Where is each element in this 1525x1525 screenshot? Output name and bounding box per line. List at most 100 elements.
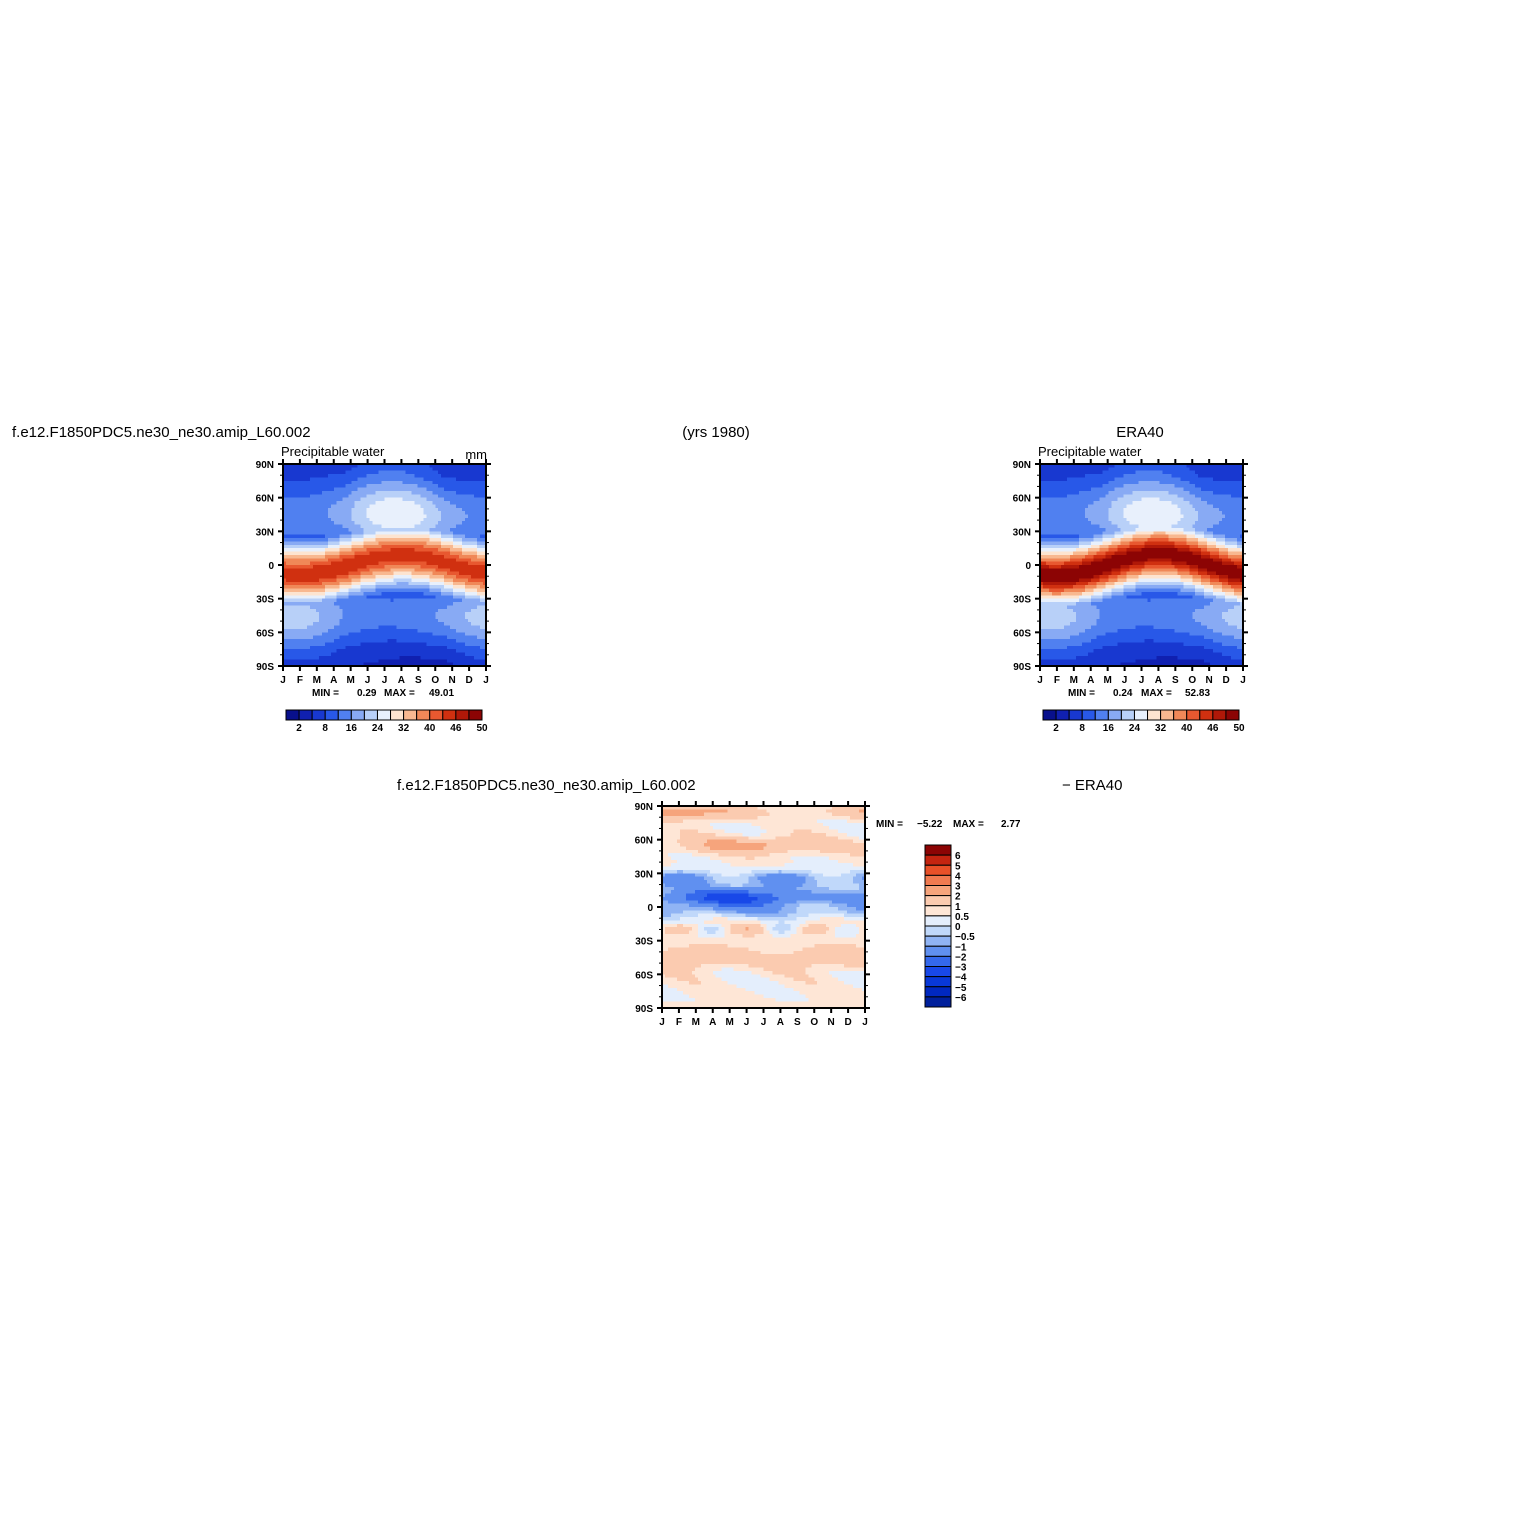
obs-y-tick-label: 60N [1013, 494, 1031, 505]
obs-colorbar-box [1042, 709, 1057, 721]
model-y-tick-label: 60N [256, 494, 274, 505]
obs-x-tick-label: F [1054, 675, 1060, 686]
diff-x-tick-label: A [709, 1017, 716, 1028]
diff-colorbar-box [924, 854, 952, 866]
model-colorbar-label: 16 [346, 723, 358, 734]
obs-colorbar-label: 32 [1155, 723, 1167, 734]
diff-x-tick-label: J [862, 1017, 868, 1028]
model-colorbar-label: 46 [450, 723, 462, 734]
diff-colorbar-label: −3 [955, 963, 967, 974]
diff-colorbar-label: 4 [955, 871, 961, 882]
model-colorbar-box [324, 709, 339, 721]
obs-min-label: MIN = [1068, 688, 1095, 699]
obs-colorbar-box [1133, 709, 1149, 721]
diff-x-tick-label: J [744, 1017, 750, 1028]
diff-colorbar-label: −6 [955, 993, 967, 1004]
obs-x-tick-label: J [1139, 675, 1145, 686]
model-y-tick-label: 30S [256, 595, 274, 606]
obs-x-tick-label: J [1122, 675, 1128, 686]
diff-x-tick-label: J [761, 1017, 767, 1028]
diff-x-tick-label: O [810, 1017, 818, 1028]
diff-colorbar-box [924, 986, 952, 998]
diff-colorbar-label: 0 [955, 922, 961, 933]
obs-min-value: 0.24 [1113, 688, 1133, 699]
model-x-tick-label: J [382, 675, 388, 686]
obs-colorbar-label: 40 [1181, 723, 1193, 734]
obs-panel: Precipitable water J F M A M J J A S O N D J90N60N30… [1013, 444, 1248, 734]
diff-y-tick-label: 60N [635, 836, 653, 847]
diff-x-tick-label: S [794, 1017, 801, 1028]
diff-colorbar-box [924, 844, 952, 856]
model-colorbar-box [350, 709, 365, 721]
model-colorbar: 2 8 16 24 32 40 46 50 [285, 709, 488, 734]
diff-y-tick-label: 30N [635, 869, 653, 880]
diff-colorbar-label: −2 [955, 952, 967, 963]
diff-min-value: −5.22 [917, 819, 943, 830]
model-colorbar-label: 40 [424, 723, 436, 734]
obs-colorbar-box [1186, 709, 1201, 721]
obs-x-tick-label: A [1155, 675, 1162, 686]
diff-title-right: − ERA40 [1062, 777, 1122, 794]
diff-colorbar-box [924, 996, 952, 1008]
model-colorbar-box [442, 709, 457, 721]
obs-colorbar-label: 2 [1053, 723, 1059, 734]
model-colorbar-box [376, 709, 392, 721]
obs-colorbar-label: 16 [1103, 723, 1115, 734]
diff-colorbar-box [924, 925, 952, 937]
diff-colorbar-box [924, 976, 952, 988]
obs-x-tick-label: D [1222, 675, 1229, 686]
diff-colorbar-box [924, 864, 952, 876]
model-x-tick-label: O [431, 675, 439, 686]
model-x-tick-label: J [280, 675, 286, 686]
diff-title-left: f.e12.F1850PDC5.ne30_ne30.amip_L60.002 [397, 777, 696, 794]
obs-colorbar-box [1173, 709, 1188, 721]
obs-y-tick-label: 0 [1025, 561, 1031, 572]
model-panel-title: Precipitable water [281, 444, 385, 459]
model-x-tick-label: A [330, 675, 337, 686]
obs-colorbar-box [1212, 709, 1227, 721]
obs-colorbar-label: 24 [1129, 723, 1141, 734]
diff-max-label: MAX = [953, 819, 984, 830]
model-colorbar-box [285, 709, 300, 721]
diff-max-value: 2.77 [1001, 819, 1021, 830]
obs-colorbar-box [1081, 709, 1096, 721]
model-contour-field [283, 464, 486, 666]
diff-colorbar-label: 6 [955, 851, 961, 862]
diff-colorbar-box [924, 915, 952, 927]
model-y-tick-label: 30N [256, 527, 274, 538]
model-x-tick-label: J [483, 675, 489, 686]
diff-colorbar-label: 2 [955, 892, 961, 903]
diff-colorbar-label: −5 [955, 983, 967, 994]
obs-x-tick-label: S [1172, 675, 1179, 686]
diff-colorbar-box [924, 955, 952, 967]
obs-max-value: 52.83 [1185, 688, 1210, 699]
model-units-label: mm [465, 447, 487, 462]
diff-y-tick-label: 90S [635, 1004, 653, 1015]
model-y-tick-label: 60S [256, 628, 274, 639]
model-min-value: 0.29 [357, 688, 377, 699]
model-colorbar-label: 8 [322, 723, 328, 734]
diff-colorbar-label: −0.5 [955, 932, 975, 943]
obs-x-tick-label: M [1103, 675, 1111, 686]
model-colorbar-box [429, 709, 444, 721]
diff-colorbar-label: 5 [955, 861, 961, 872]
model-colorbar-box [337, 709, 352, 721]
obs-colorbar-box [1094, 709, 1109, 721]
model-colorbar-box [311, 709, 326, 721]
obs-colorbar: 2 8 16 24 32 40 46 50 [1042, 709, 1245, 734]
obs-y-tick-label: 60S [1013, 628, 1031, 639]
obs-colorbar-box [1055, 709, 1070, 721]
obs-x-tick-label: A [1087, 675, 1094, 686]
model-colorbar-box [468, 709, 483, 721]
obs-colorbar-box [1199, 709, 1214, 721]
obs-panel-title: Precipitable water [1038, 444, 1142, 459]
model-x-tick-label: N [449, 675, 456, 686]
model-x-tick-label: F [297, 675, 303, 686]
diff-colorbar-label: 3 [955, 882, 961, 893]
model-colorbar-box [455, 709, 470, 721]
obs-colorbar-label: 50 [1233, 723, 1245, 734]
model-max-label: MAX = [384, 688, 415, 699]
model-colorbar-label: 2 [296, 723, 302, 734]
